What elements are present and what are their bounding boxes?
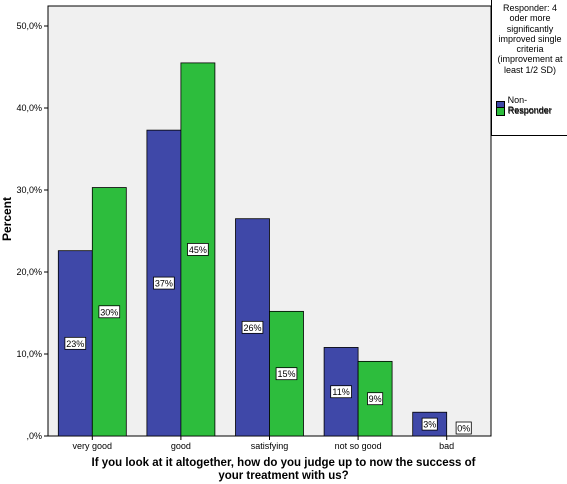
x-tick-label: good	[171, 441, 191, 451]
x-axis-title-line-2: your treatment with us?	[218, 470, 349, 482]
data-label: 9%	[369, 394, 382, 404]
data-label-box	[421, 417, 438, 431]
bar-responder	[269, 310, 304, 437]
legend-title: Responder: 4 oder more significantly imp…	[497, 3, 563, 75]
data-label: 37%	[155, 279, 173, 289]
y-tick-label: 50,0%	[16, 21, 42, 31]
data-label-box	[275, 367, 298, 381]
data-label-box	[367, 392, 384, 406]
y-axis: ,0% 10,0% 20,0% 30,0% 40,0% 50,0%	[16, 21, 48, 441]
x-axis-title-line-1: If you look at it altogether, how do you…	[91, 457, 476, 469]
bar-non-responder	[235, 218, 270, 437]
x-tick-label: not so good	[335, 441, 382, 451]
data-label: 30%	[100, 307, 118, 317]
legend-label-responder: Responder	[508, 106, 553, 116]
bars	[57, 62, 448, 437]
y-tick-label: 40,0%	[16, 103, 42, 113]
legend: Responder: 4 oder more significantly imp…	[491, 0, 567, 136]
legend-item-responder: Responder	[496, 106, 552, 116]
data-label: 23%	[66, 339, 84, 349]
data-label-box	[187, 243, 209, 256]
y-tick-label: ,0%	[26, 431, 42, 441]
data-label: 26%	[243, 323, 261, 333]
x-tick-label: satisfying	[251, 441, 289, 451]
data-label: 45%	[189, 245, 207, 255]
x-axis: very good good satisfying not so good bad	[73, 436, 454, 451]
data-labels: 23% 30% 37% 45% 26% 15% 11% 9% 3% 0%	[64, 243, 472, 435]
data-label: 11%	[332, 387, 349, 397]
x-tick-label: bad	[439, 441, 454, 451]
data-label: 3%	[423, 420, 436, 430]
data-label-box	[330, 385, 352, 399]
legend-label-non-responder: Non-Responder	[507, 95, 552, 115]
x-tick-label: very good	[73, 441, 113, 451]
data-label-box	[98, 305, 121, 319]
data-label-box	[241, 320, 264, 334]
y-tick-label: 10,0%	[16, 349, 42, 359]
y-axis-title: Percent	[0, 196, 14, 242]
data-label-box	[455, 421, 472, 435]
data-label-box	[64, 336, 87, 350]
x-axis-title: If you look at it altogether, how do you…	[0, 457, 567, 483]
y-tick-label: 30,0%	[16, 185, 42, 195]
legend-swatch-responder	[496, 106, 505, 116]
data-label-box	[153, 276, 175, 290]
data-label: 15%	[277, 369, 295, 379]
data-label: 0%	[457, 424, 470, 434]
y-tick-label: 20,0%	[16, 267, 42, 277]
